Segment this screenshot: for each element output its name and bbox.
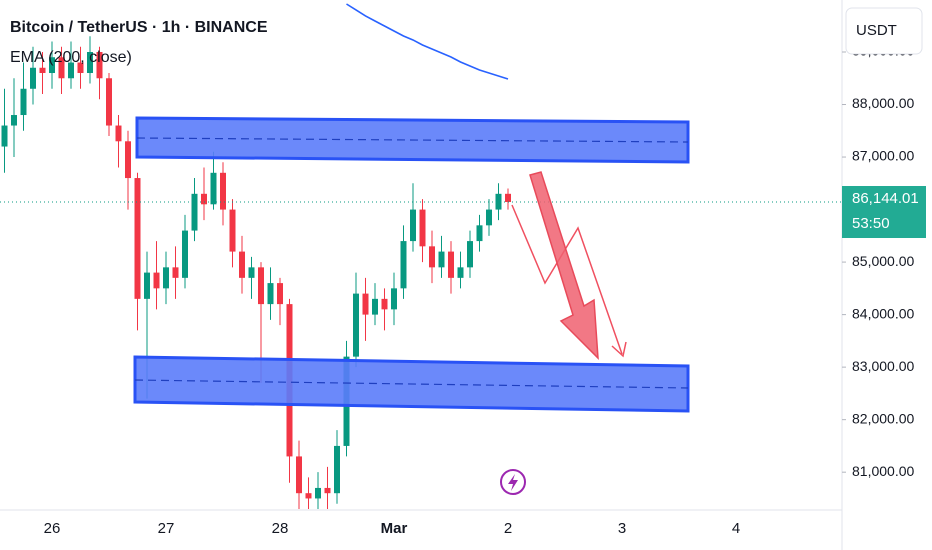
candle-body: [77, 62, 84, 74]
candle-body: [305, 493, 312, 499]
candle-body: [134, 178, 141, 299]
candle-body: [334, 445, 340, 494]
candle-body: [210, 172, 217, 205]
candle-body: [400, 241, 407, 289]
candle-body: [391, 288, 397, 310]
candle-body: [239, 251, 245, 278]
event-icon[interactable]: [500, 469, 526, 495]
candle-body: [476, 225, 483, 242]
candle-body: [419, 209, 426, 247]
candle-body: [1, 125, 8, 147]
y-tick-label: 83,000.00: [852, 358, 914, 374]
candle-body: [353, 293, 359, 357]
x-tick-label: Mar: [381, 520, 408, 537]
candle-body: [11, 115, 17, 126]
candle-body: [448, 251, 454, 278]
candle-body: [87, 51, 93, 74]
x-tick-label: 4: [732, 520, 740, 537]
candle-body: [153, 272, 160, 289]
candle-body: [144, 272, 150, 299]
candle-body: [30, 67, 36, 89]
candle-body: [267, 283, 274, 305]
y-tick-label: 81,000.00: [852, 463, 914, 479]
countdown-label: 53:50: [852, 215, 890, 232]
x-tick-label: 3: [618, 520, 626, 537]
price-axis: 81,000.00 82,000.00 83,000.00 84,000.00 85,0…: [842, 43, 914, 479]
candle-body: [96, 51, 103, 79]
legend-entry: EMA (200, close): [10, 49, 132, 66]
ema-line: [346, 3, 509, 80]
candle-body: [467, 241, 473, 268]
chart-title: Bitcoin / TetherUS · 1h · BINANCE: [10, 19, 268, 36]
candle-body: [229, 209, 236, 252]
candle-body: [191, 193, 198, 231]
candle-body: [20, 88, 27, 116]
lower-zone: [133, 355, 690, 413]
candle-body: [201, 193, 207, 205]
candle-body: [410, 209, 416, 242]
candle-body: [68, 62, 74, 79]
event-bolt[interactable]: [508, 474, 518, 491]
candle-body: [163, 267, 169, 289]
y-tick-label: 85,000.00: [852, 253, 914, 269]
candle-body: [248, 267, 255, 278]
candle-body: [457, 267, 464, 278]
candle-body: [505, 193, 511, 203]
candle-body: [277, 283, 283, 305]
currency-label[interactable]: USDT: [856, 22, 897, 39]
candle-body: [115, 125, 122, 142]
candle-body: [125, 141, 131, 179]
x-tick-label: 2: [504, 520, 512, 537]
candle-body: [106, 78, 112, 126]
candle-body: [258, 267, 264, 305]
last-price-label: 86,144.01: [852, 190, 919, 207]
y-tick-label: 84,000.00: [852, 305, 914, 321]
candle-body: [362, 293, 369, 315]
candle-body: [39, 67, 46, 74]
y-tick-label: 82,000.00: [852, 410, 914, 426]
candle-body: [182, 230, 188, 278]
candle-body: [49, 57, 55, 74]
candle-body: [172, 267, 179, 278]
x-tick-label: 26: [44, 520, 61, 537]
big-arrow: [529, 171, 599, 360]
candle-body: [486, 209, 492, 226]
candle-body: [296, 456, 302, 494]
candle-body: [220, 172, 226, 210]
x-tick-label: 28: [272, 520, 289, 537]
candle-body: [381, 298, 388, 310]
candle-body: [429, 246, 435, 268]
x-tick-label: 27: [158, 520, 175, 537]
zone-midline: [134, 379, 689, 389]
candle-body: [372, 298, 378, 315]
candle-body: [495, 193, 502, 210]
upper-zone: [135, 116, 690, 164]
candle-body: [58, 57, 65, 79]
last-price-box: [842, 186, 926, 239]
y-tick-label: 87,000.00: [852, 148, 914, 164]
arrow-head: [611, 341, 627, 358]
zone-midline: [136, 137, 689, 143]
candle-body: [324, 487, 331, 494]
currency-button[interactable]: [845, 7, 923, 55]
candle-body: [315, 487, 321, 499]
y-tick-label: 88,000.00: [852, 95, 914, 111]
candle-body: [438, 251, 445, 268]
